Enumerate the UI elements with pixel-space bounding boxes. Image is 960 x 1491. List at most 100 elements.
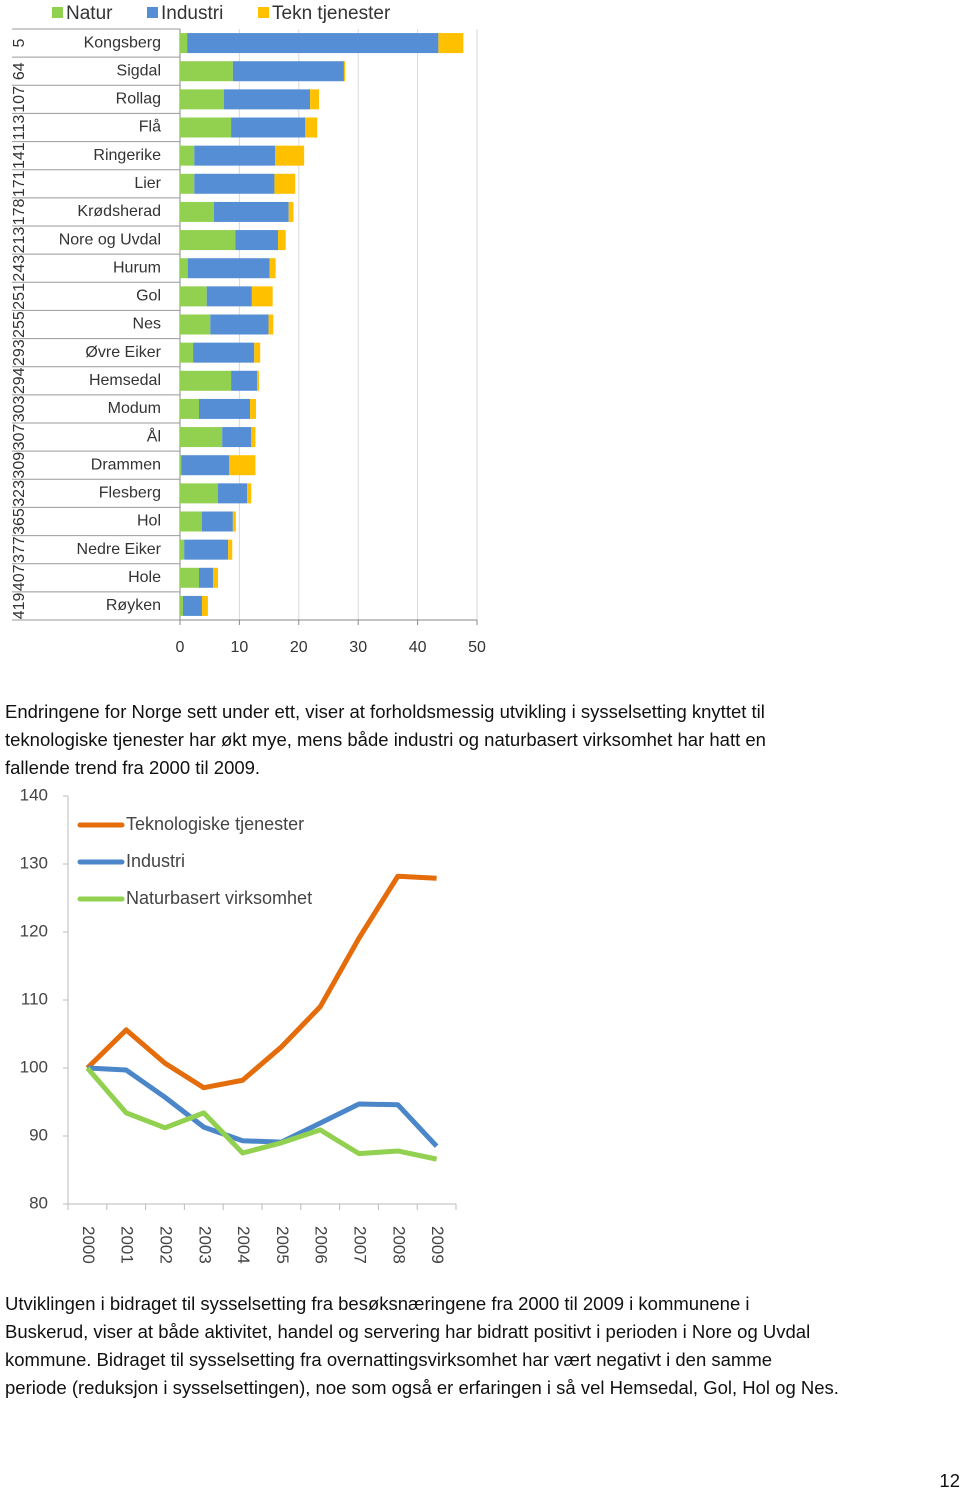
- bar-segment: [231, 117, 306, 138]
- series-line: [87, 1065, 439, 1148]
- rank-label: 64: [11, 62, 28, 80]
- x-tick-label: 2001: [118, 1226, 137, 1264]
- legend-swatch: [52, 7, 63, 18]
- x-tick-label: 2000: [79, 1226, 98, 1264]
- paragraph-line: kommune. Bidraget til sysselsetting fra …: [5, 1349, 772, 1370]
- legend-label: Natur: [66, 3, 113, 24]
- rank-label: 419: [11, 592, 28, 619]
- category-label: Røyken: [106, 597, 161, 614]
- x-tick-label: 2008: [389, 1226, 408, 1264]
- bar-segment: [180, 33, 188, 54]
- category-label: Krødsherad: [77, 203, 161, 220]
- bar-segment: [222, 427, 252, 448]
- x-tick-label: 0: [176, 639, 185, 656]
- y-tick-label: 110: [21, 989, 48, 1008]
- bar-segment: [180, 483, 219, 504]
- category-label: Nedre Eiker: [77, 541, 162, 558]
- bar-segment: [180, 511, 202, 532]
- bar-segment: [180, 89, 224, 110]
- category-label: Ål: [147, 426, 161, 445]
- bar-segment: [206, 286, 252, 307]
- bar-segment: [274, 173, 296, 194]
- rank-label: 178: [11, 198, 28, 225]
- category-label: Hemsedal: [89, 372, 161, 389]
- paragraph-line: Buskerud, viser at både aktivitet, hande…: [5, 1321, 810, 1342]
- category-label: Hurum: [113, 259, 161, 276]
- category-label: Flesberg: [99, 485, 161, 502]
- bar-segment: [180, 230, 236, 251]
- x-tick-label: 2007: [351, 1226, 370, 1264]
- bar-segment: [184, 539, 229, 560]
- bar-segment: [269, 258, 276, 279]
- paragraph-line: Utviklingen i bidraget til sysselsetting…: [5, 1293, 750, 1314]
- paragraph-line: fallende trend fra 2000 til 2009.: [5, 757, 260, 778]
- rank-label: 213: [11, 227, 28, 254]
- rank-label: 407: [11, 564, 28, 591]
- category-label: Modum: [108, 400, 161, 417]
- legend-swatch: [258, 7, 269, 18]
- category-label: Nore og Uvdal: [59, 231, 161, 248]
- category-label: Nes: [133, 316, 161, 333]
- bar-segment: [229, 455, 256, 476]
- bar-segment: [278, 230, 286, 251]
- bar-segment: [180, 145, 195, 166]
- bar-segment: [231, 370, 258, 391]
- bar-segment: [180, 173, 195, 194]
- bar-segment: [180, 117, 232, 138]
- bar-segment: [213, 567, 219, 588]
- rank-label: 5: [11, 39, 28, 48]
- bar-segment: [180, 595, 183, 616]
- bar-segment: [254, 342, 261, 363]
- bar-segment: [180, 61, 233, 82]
- category-label: Kongsberg: [84, 34, 161, 51]
- bar-segment: [180, 427, 223, 448]
- bar-segment: [187, 258, 270, 279]
- category-label: Ringerike: [93, 147, 161, 164]
- bar-segment: [194, 145, 276, 166]
- legend-label: Industri: [161, 3, 223, 24]
- rank-label: 294: [11, 367, 28, 394]
- category-label: Flå: [139, 118, 161, 136]
- bar-segment: [223, 89, 311, 110]
- bar-segment: [180, 201, 214, 222]
- bar-segment: [201, 595, 208, 616]
- bar-segment: [180, 258, 188, 279]
- x-tick-label: 50: [468, 639, 486, 656]
- legend-label: Teknologiske tjenester: [126, 814, 304, 834]
- bar-segment: [288, 201, 294, 222]
- rank-label: 323: [11, 480, 28, 507]
- bar-segment: [250, 398, 257, 419]
- bar-segment: [181, 455, 230, 476]
- bar-segment: [213, 201, 289, 222]
- bar-segment: [438, 33, 464, 54]
- bar-segment: [194, 173, 275, 194]
- series-line: [85, 873, 437, 1091]
- x-tick-label: 2003: [195, 1226, 214, 1264]
- bar-segment: [180, 398, 200, 419]
- bar-segment: [193, 342, 255, 363]
- x-tick-label: 30: [349, 639, 367, 656]
- rank-label: 307: [11, 424, 28, 451]
- x-tick-label: 2006: [312, 1226, 331, 1264]
- bar-segment: [257, 370, 260, 391]
- legend-swatch: [147, 7, 158, 18]
- paragraph-line: periode (reduksjon i sysselsettingen), n…: [5, 1377, 839, 1398]
- category-label: Hole: [128, 569, 161, 586]
- page-number: 12: [939, 1470, 960, 1491]
- rank-label: 171: [11, 170, 28, 197]
- rank-label: 107: [11, 86, 28, 113]
- bar-segment: [180, 314, 211, 335]
- rank-label: 141: [11, 142, 28, 169]
- rank-label: 255: [11, 311, 28, 338]
- rank-label: 303: [11, 395, 28, 422]
- x-tick-label: 2004: [234, 1226, 253, 1264]
- category-label: Lier: [134, 175, 161, 192]
- paragraph-line: Endringene for Norge sett under ett, vis…: [5, 701, 765, 722]
- category-label: Drammen: [91, 456, 161, 473]
- bar-segment: [232, 511, 236, 532]
- bar-segment: [210, 314, 269, 335]
- rank-label: 251: [11, 283, 28, 310]
- bar-segment: [180, 370, 232, 391]
- x-tick-label: 20: [290, 639, 308, 656]
